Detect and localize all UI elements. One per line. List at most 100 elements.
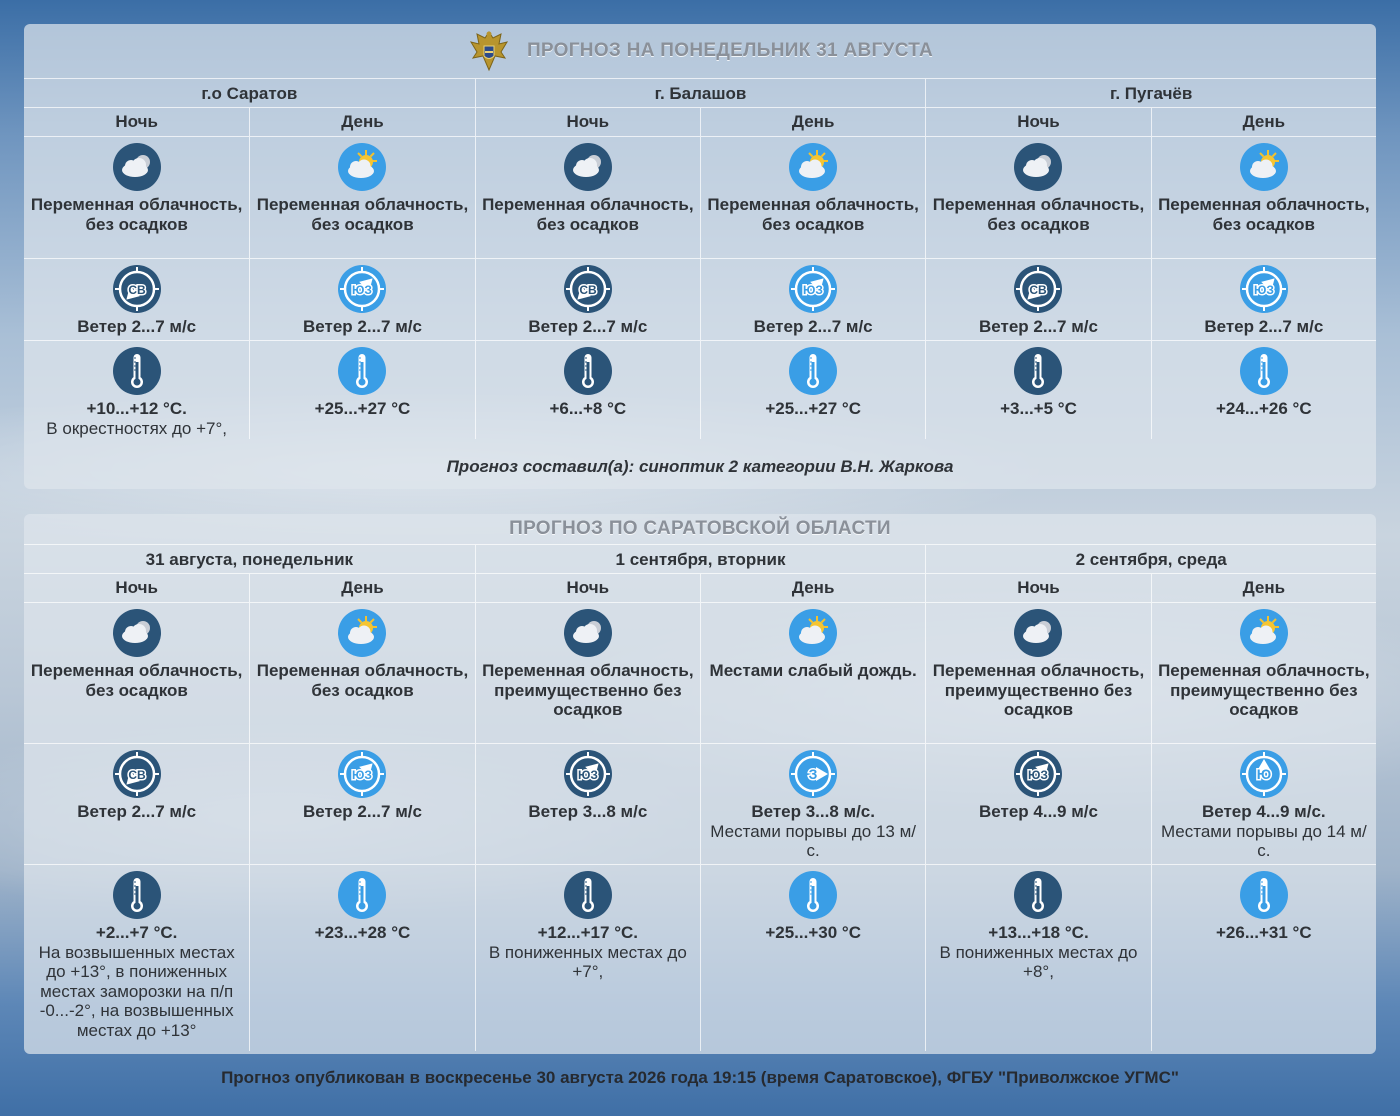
column-group-header: 31 августа, понедельник xyxy=(24,544,475,573)
city-forecast-title: ПРОГНОЗ НА ПОНЕДЕЛЬНИК 31 АВГУСТА xyxy=(526,40,934,61)
sky-condition: Переменная облачность, без осадков xyxy=(482,195,694,234)
night-cloud-icon xyxy=(563,608,613,658)
wind-cell: ЮЗ Ветер 2...7 м/с xyxy=(249,743,475,864)
svg-text:Ю: Ю xyxy=(1257,766,1271,782)
sky-cell: Переменная облачность, без осадков xyxy=(699,136,926,258)
thermometer-icon xyxy=(1013,346,1063,396)
published-note: Прогноз опубликован в воскресенье 30 авг… xyxy=(221,1068,1179,1087)
temperature-cell: +3...+5 °C xyxy=(925,340,1151,439)
wind-sw-icon: ЮЗ xyxy=(1013,749,1063,799)
wind-ne-icon: СВ xyxy=(1013,264,1063,314)
svg-text:СВ: СВ xyxy=(128,768,146,782)
wind-cell: Ю Ветер 4...9 м/с. Местами порывы до 14 м/… xyxy=(1150,743,1376,864)
wind-speed: Ветер 4...9 м/с xyxy=(979,802,1098,821)
sky-cell: Переменная облачность, без осадков xyxy=(249,602,475,743)
day-cloud-icon xyxy=(788,142,838,192)
wind-cell: СВ Ветер 2...7 м/с xyxy=(24,743,250,864)
wind-speed: Ветер 3...8 м/с. xyxy=(751,802,875,821)
sky-condition: Переменная облачность, без осадков xyxy=(707,195,919,234)
wind-sw-icon: ЮЗ xyxy=(1239,264,1289,314)
night-cloud-icon xyxy=(563,142,613,192)
wind-cell: ЮЗ Ветер 4...9 м/с xyxy=(925,743,1151,864)
thermometer-icon xyxy=(337,346,387,396)
thermometer-icon xyxy=(1239,870,1289,920)
temperature-cell: +26...+31 °C xyxy=(1150,864,1376,1051)
temperature-range: +12...+17 °C. xyxy=(537,923,638,942)
column-group-header: г. Пугачёв xyxy=(925,78,1376,107)
temperature-note: В пониженных местах до +8°, xyxy=(939,942,1138,982)
wind-w-icon: З xyxy=(788,749,838,799)
column-group-header: 1 сентября, вторник xyxy=(474,544,926,573)
temperature-cell: +10...+12 °C. В окрестностях до +7°, xyxy=(24,340,250,439)
thermometer-icon xyxy=(337,870,387,920)
period-header: Ночь xyxy=(24,107,250,136)
wind-speed: Ветер 3...8 м/с xyxy=(528,802,648,821)
period-header: День xyxy=(699,107,926,136)
svg-text:СВ: СВ xyxy=(579,283,597,297)
period-header: День xyxy=(699,573,926,602)
wind-ne-icon: СВ xyxy=(563,264,613,314)
thermometer-icon xyxy=(1239,346,1289,396)
wind-cell: СВ Ветер 2...7 м/с xyxy=(474,258,700,340)
thermometer-icon xyxy=(788,870,838,920)
sky-condition: Переменная облачность, без осадков xyxy=(30,195,243,234)
temperature-range: +3...+5 °C xyxy=(1000,399,1077,418)
svg-text:ЮЗ: ЮЗ xyxy=(578,768,598,782)
wind-cell: З Ветер 3...8 м/с. Местами порывы до 13 м/… xyxy=(699,743,926,864)
svg-text:ЮЗ: ЮЗ xyxy=(353,768,373,782)
column-group-header: г. Балашов xyxy=(474,78,926,107)
thermometer-icon xyxy=(788,346,838,396)
temperature-note: В пониженных местах до +7°, xyxy=(488,942,687,982)
period-header: Ночь xyxy=(24,573,250,602)
temperature-cell: +25...+27 °C xyxy=(249,340,475,439)
sky-condition: Переменная облачность, без осадков xyxy=(30,661,243,700)
svg-text:ЮЗ: ЮЗ xyxy=(353,283,373,297)
temperature-cell: +25...+27 °C xyxy=(699,340,926,439)
wind-ne-icon: СВ xyxy=(112,749,162,799)
sky-condition: Переменная облачность, преимущественно б… xyxy=(482,661,694,719)
sky-cell: Переменная облачность, без осадков xyxy=(249,136,475,258)
thermometer-icon xyxy=(563,346,613,396)
wind-speed: Ветер 2...7 м/с xyxy=(303,317,422,336)
wind-cell: СВ Ветер 2...7 м/с xyxy=(925,258,1151,340)
wind-sw-icon: ЮЗ xyxy=(337,264,387,314)
wind-speed: Ветер 2...7 м/с xyxy=(303,802,422,821)
wind-sw-icon: ЮЗ xyxy=(563,749,613,799)
city-forecast-panel: ПРОГНОЗ НА ПОНЕДЕЛЬНИК 31 АВГУСТА г.о Са… xyxy=(24,24,1376,489)
temperature-cell: +25...+30 °C xyxy=(699,864,926,1051)
wind-speed: Ветер 4...9 м/с. xyxy=(1201,802,1326,821)
temperature-range: +24...+26 °C xyxy=(1215,399,1312,418)
night-cloud-icon xyxy=(1013,142,1063,192)
wind-cell: ЮЗ Ветер 2...7 м/с xyxy=(249,258,475,340)
period-header: Ночь xyxy=(925,107,1151,136)
temperature-note: В окрестностях до +7°, xyxy=(46,418,228,438)
sky-condition: Местами слабый дождь. xyxy=(709,661,917,680)
temperature-note: На возвышенных местах до +13°, в понижен… xyxy=(38,942,235,1040)
temperature-cell: +23...+28 °C xyxy=(249,864,475,1051)
sky-condition: Переменная облачность, без осадков xyxy=(256,661,469,700)
day-cloud-icon xyxy=(1239,608,1289,658)
night-cloud-icon xyxy=(112,142,162,192)
wind-cell: ЮЗ Ветер 3...8 м/с xyxy=(474,743,700,864)
temperature-cell: +12...+17 °C. В пониженных местах до +7°, xyxy=(474,864,700,1051)
day-cloud-icon xyxy=(1239,142,1289,192)
thermometer-icon xyxy=(1013,870,1063,920)
sky-cell: Переменная облачность, без осадков xyxy=(24,602,250,743)
sky-cell: Переменная облачность, без осадков xyxy=(24,136,250,258)
wind-cell: СВ Ветер 2...7 м/с xyxy=(24,258,250,340)
sky-condition: Переменная облачность, без осадков xyxy=(256,195,469,234)
svg-text:СВ: СВ xyxy=(1030,283,1048,297)
wind-speed: Ветер 2...7 м/с xyxy=(979,317,1098,336)
wind-sw-icon: ЮЗ xyxy=(337,749,387,799)
wind-cell: ЮЗ Ветер 2...7 м/с xyxy=(1150,258,1376,340)
night-cloud-icon xyxy=(112,608,162,658)
sky-cell: Местами слабый дождь. xyxy=(699,602,926,743)
thermometer-icon xyxy=(563,870,613,920)
svg-text:ЮЗ: ЮЗ xyxy=(803,283,823,297)
day-cloud-icon xyxy=(337,142,387,192)
forecast-author: Прогноз составил(а): синоптик 2 категори… xyxy=(446,457,954,476)
sky-cell: Переменная облачность, преимущественно б… xyxy=(1150,602,1376,743)
temperature-cell: +24...+26 °C xyxy=(1150,340,1376,439)
wind-sw-icon: ЮЗ xyxy=(788,264,838,314)
sky-condition: Переменная облачность, без осадков xyxy=(1158,195,1370,234)
